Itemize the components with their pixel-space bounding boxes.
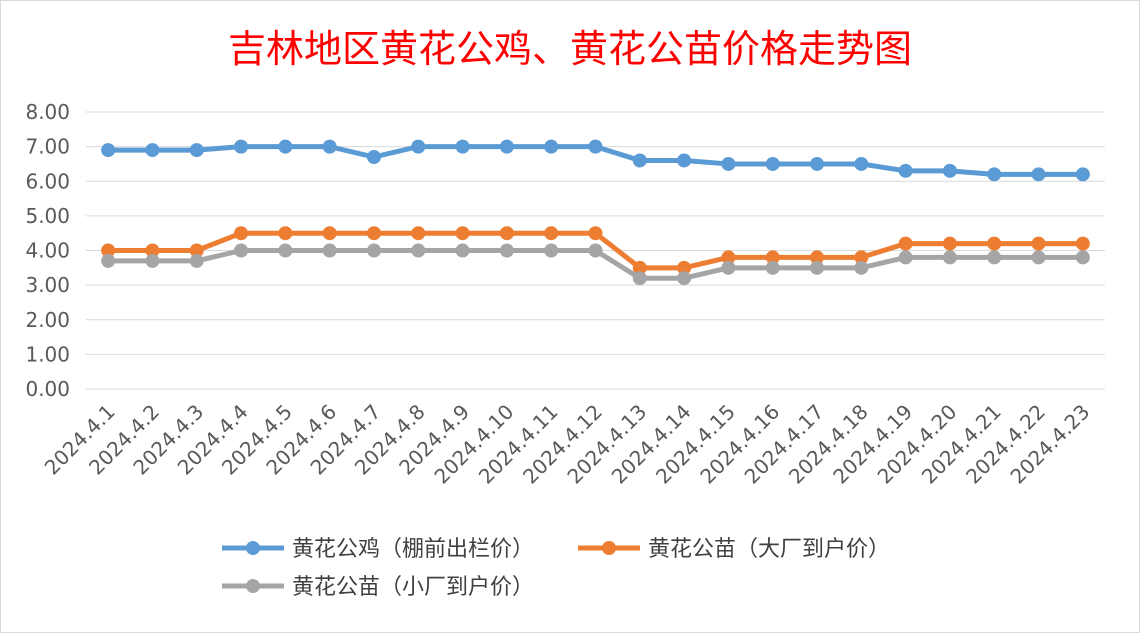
y-tick-label: 3.00 xyxy=(25,273,70,297)
data-point xyxy=(632,153,647,168)
data-point xyxy=(854,260,869,275)
data-point xyxy=(1031,167,1046,182)
legend-label: 黄花公苗（大厂到户价） xyxy=(648,537,890,562)
legend: 黄花公鸡（棚前出栏价） 黄花公苗（大厂到户价） 黄花公苗（小厂到户价） xyxy=(222,537,890,600)
data-point xyxy=(455,226,470,241)
data-point xyxy=(322,226,337,241)
data-point xyxy=(278,226,293,241)
y-tick-label: 1.00 xyxy=(25,342,70,366)
chart-title: 吉林地区黄花公鸡、黄花公苗价格走势图 xyxy=(228,27,912,71)
data-point xyxy=(366,150,381,165)
data-point xyxy=(987,236,1002,251)
legend-swatch-marker xyxy=(246,541,260,555)
data-point xyxy=(632,271,647,286)
data-point xyxy=(322,139,337,154)
data-point xyxy=(278,139,293,154)
data-point xyxy=(278,243,293,258)
data-point xyxy=(366,226,381,241)
y-tick-label: 7.00 xyxy=(25,135,70,159)
data-point xyxy=(101,253,116,268)
data-point xyxy=(455,139,470,154)
data-point xyxy=(101,243,116,258)
data-point xyxy=(588,139,603,154)
data-point xyxy=(588,226,603,241)
data-point xyxy=(677,260,692,275)
data-point xyxy=(411,226,426,241)
data-point xyxy=(677,271,692,286)
data-point xyxy=(366,243,381,258)
data-point xyxy=(234,226,249,241)
data-point xyxy=(1075,250,1090,265)
series-3 xyxy=(101,243,1090,286)
series-2 xyxy=(101,226,1090,275)
data-point xyxy=(1031,236,1046,251)
series-lines xyxy=(101,139,1090,286)
data-point xyxy=(721,250,736,265)
y-axis-ticks: 0.00 1.00 2.00 3.00 4.00 5.00 6.00 7.00 8.00 xyxy=(25,100,70,401)
data-point xyxy=(677,153,692,168)
y-tick-label: 8.00 xyxy=(25,100,70,124)
data-point xyxy=(411,139,426,154)
data-point xyxy=(455,243,470,258)
data-point xyxy=(854,156,869,171)
data-point xyxy=(499,139,514,154)
data-point xyxy=(588,243,603,258)
data-point xyxy=(499,243,514,258)
data-point xyxy=(987,167,1002,182)
data-point xyxy=(544,226,559,241)
data-point xyxy=(101,143,116,158)
data-point xyxy=(1075,167,1090,182)
data-point xyxy=(942,250,957,265)
data-point xyxy=(898,236,913,251)
legend-item: 黄花公鸡（棚前出栏价） xyxy=(222,537,534,562)
legend-item: 黄花公苗（大厂到户价） xyxy=(578,537,890,562)
data-point xyxy=(189,253,204,268)
data-point xyxy=(1075,236,1090,251)
gridlines xyxy=(86,111,1105,390)
legend-item: 黄花公苗（小厂到户价） xyxy=(222,575,534,600)
data-point xyxy=(765,156,780,171)
data-point xyxy=(145,143,160,158)
data-point xyxy=(544,139,559,154)
data-point xyxy=(499,226,514,241)
data-point xyxy=(632,260,647,275)
data-point xyxy=(189,143,204,158)
data-point xyxy=(145,253,160,268)
data-point xyxy=(765,250,780,265)
data-point xyxy=(942,236,957,251)
data-point xyxy=(322,243,337,258)
data-point xyxy=(189,243,204,258)
legend-swatch-marker xyxy=(602,541,616,555)
legend-label: 黄花公苗（小厂到户价） xyxy=(292,575,534,600)
y-tick-label: 0.00 xyxy=(25,377,70,401)
y-tick-label: 4.00 xyxy=(25,239,70,263)
data-point xyxy=(721,260,736,275)
data-point xyxy=(1031,250,1046,265)
data-point xyxy=(145,243,160,258)
data-point xyxy=(544,243,559,258)
data-point xyxy=(234,139,249,154)
y-tick-label: 6.00 xyxy=(25,169,70,193)
data-point xyxy=(898,163,913,178)
data-point xyxy=(810,260,825,275)
data-point xyxy=(854,250,869,265)
series-1 xyxy=(101,139,1090,182)
y-tick-label: 2.00 xyxy=(25,308,70,332)
data-point xyxy=(810,156,825,171)
data-point xyxy=(234,243,249,258)
data-point xyxy=(765,260,780,275)
data-point xyxy=(411,243,426,258)
y-tick-label: 5.00 xyxy=(25,204,70,228)
data-point xyxy=(721,156,736,171)
legend-swatch-marker xyxy=(246,579,260,593)
data-point xyxy=(810,250,825,265)
data-point xyxy=(942,163,957,178)
data-point xyxy=(898,250,913,265)
x-axis-ticks: 2024.4.12024.4.22024.4.32024.4.42024.4.5… xyxy=(40,400,1095,489)
data-point xyxy=(987,250,1002,265)
legend-label: 黄花公鸡（棚前出栏价） xyxy=(292,537,534,562)
